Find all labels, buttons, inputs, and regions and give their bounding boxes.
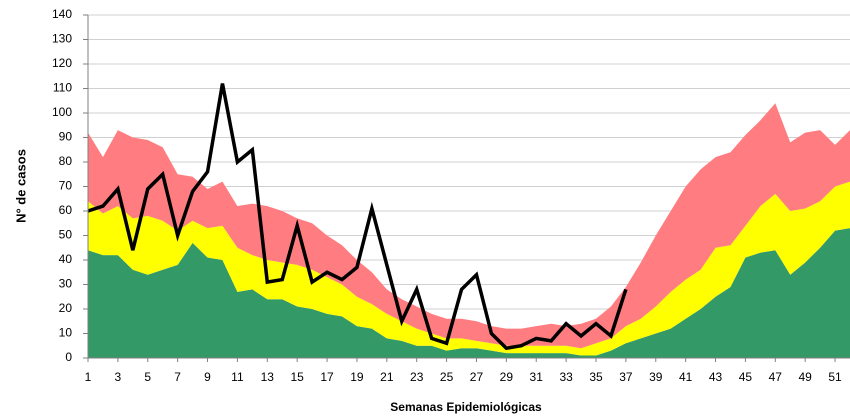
area [88, 103, 850, 349]
y-tick-label: 100 [52, 105, 72, 119]
x-tick-label: 39 [649, 370, 663, 384]
x-tick-label: 13 [261, 370, 275, 384]
x-tick-label: 3 [115, 370, 122, 384]
x-tick-label: 43 [709, 370, 723, 384]
x-tick-label: 41 [679, 370, 693, 384]
y-tick-label: 130 [52, 32, 72, 46]
x-tick-label: 19 [350, 370, 364, 384]
y-tick-label: 70 [59, 179, 73, 193]
x-tick-label: 51 [828, 370, 842, 384]
y-tick-label: 90 [59, 130, 73, 144]
x-tick-label: 29 [500, 370, 514, 384]
area [88, 228, 850, 358]
x-tick-label: 49 [798, 370, 812, 384]
area [88, 181, 850, 356]
y-tick-label: 140 [52, 7, 72, 21]
y-axis-label: N° de casos [13, 149, 28, 223]
x-tick-label: 47 [769, 370, 783, 384]
x-tick-label: 5 [144, 370, 151, 384]
x-tick-label: 35 [589, 370, 603, 384]
x-tick-label: 11 [231, 370, 244, 384]
x-tick-label: 37 [619, 370, 633, 384]
y-tick-label: 50 [59, 228, 73, 242]
x-tick-label: 25 [440, 370, 454, 384]
y-tick-label: 30 [59, 277, 73, 291]
y-tick-label: 0 [65, 350, 72, 364]
y-tick-label: 80 [59, 154, 73, 168]
x-tick-label: 15 [290, 370, 304, 384]
line [87, 83, 628, 351]
x-axis-label: Semanas Epidemiológicas [390, 400, 542, 414]
x-tick-label: 31 [530, 370, 544, 384]
x-tick-label: 7 [174, 370, 181, 384]
y-tick-label: 40 [59, 252, 73, 266]
x-tick-label: 21 [380, 370, 394, 384]
x-tick-label: 27 [470, 370, 484, 384]
y-tick-label: 10 [59, 326, 73, 340]
x-tick-label: 33 [559, 370, 573, 384]
x-tick-label: 45 [739, 370, 753, 384]
y-tick-label: 20 [59, 301, 73, 315]
x-tick-label: 23 [410, 370, 424, 384]
x-tick-label: 9 [204, 370, 211, 384]
x-tick-label: 1 [85, 370, 92, 384]
y-tick-label: 60 [59, 203, 73, 217]
x-tick-label: 17 [320, 370, 334, 384]
y-tick-label: 120 [52, 56, 72, 70]
y-tick-label: 110 [53, 81, 72, 95]
